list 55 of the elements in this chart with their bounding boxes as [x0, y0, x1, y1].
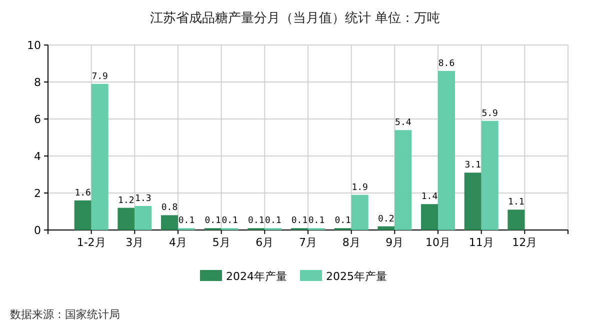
x-tick-label: 1-2月: [76, 236, 106, 249]
chart-title: 江苏省成品糖产量分月（当月值）统计 单位：万吨: [150, 11, 440, 26]
legend-label: 2024年产量: [226, 270, 287, 283]
bar: [421, 204, 438, 230]
bar: [464, 172, 482, 230]
bar: [118, 208, 135, 230]
bar: [351, 194, 368, 230]
data-label: 5.9: [482, 108, 498, 119]
x-tick-label: 11月: [468, 236, 494, 249]
source-note: 数据来源：国家统计局: [10, 308, 120, 321]
y-tick-label: 4: [34, 150, 41, 163]
x-tick-label: 8月: [342, 236, 360, 249]
bar: [74, 200, 92, 230]
data-label: 1.4: [421, 192, 438, 202]
bar: [394, 130, 412, 230]
data-label: 0.1: [308, 216, 325, 226]
x-tick-label: 6月: [256, 236, 274, 249]
data-label: 3.1: [464, 160, 481, 171]
data-label: 1.2: [118, 196, 134, 206]
y-tick-label: 8: [34, 76, 41, 89]
bar: [91, 84, 108, 230]
legend-label: 2025年产量: [326, 270, 387, 283]
data-label: 0.8: [161, 203, 178, 214]
data-label: 0.1: [204, 216, 221, 226]
data-label: 0.1: [178, 216, 195, 226]
bar: [508, 210, 525, 230]
data-label: 8.6: [438, 58, 455, 69]
data-label: 0.1: [334, 216, 351, 226]
bar: [378, 226, 395, 230]
x-tick-label: 4月: [169, 236, 187, 249]
y-tick-label: 2: [34, 187, 41, 200]
x-tick-label: 12月: [512, 236, 538, 249]
x-tick-label: 9月: [386, 236, 404, 249]
y-tick-label: 0: [34, 224, 41, 237]
data-label: 0.1: [291, 216, 308, 226]
y-tick-label: 6: [34, 113, 41, 126]
data-label: 0.2: [378, 214, 394, 224]
x-tick-label: 7月: [299, 236, 317, 249]
x-tick-label: 5月: [212, 236, 230, 249]
data-label: 1.3: [135, 194, 152, 204]
data-label: 1.6: [74, 188, 91, 198]
bar: [438, 70, 455, 230]
x-tick-label: 10月: [426, 236, 450, 249]
data-label: 0.1: [248, 216, 264, 226]
data-label: 0.1: [222, 216, 238, 226]
data-label: 5.4: [395, 118, 412, 128]
bar: [134, 206, 152, 230]
x-tick-label: 3月: [126, 236, 144, 249]
bar: [481, 120, 498, 230]
y-tick-label: 10: [27, 39, 41, 52]
data-label: 1.9: [352, 182, 368, 193]
bar: [161, 215, 178, 230]
data-label: 1.1: [508, 198, 524, 208]
data-label: 7.9: [92, 72, 108, 82]
data-label: 0.1: [265, 216, 282, 226]
